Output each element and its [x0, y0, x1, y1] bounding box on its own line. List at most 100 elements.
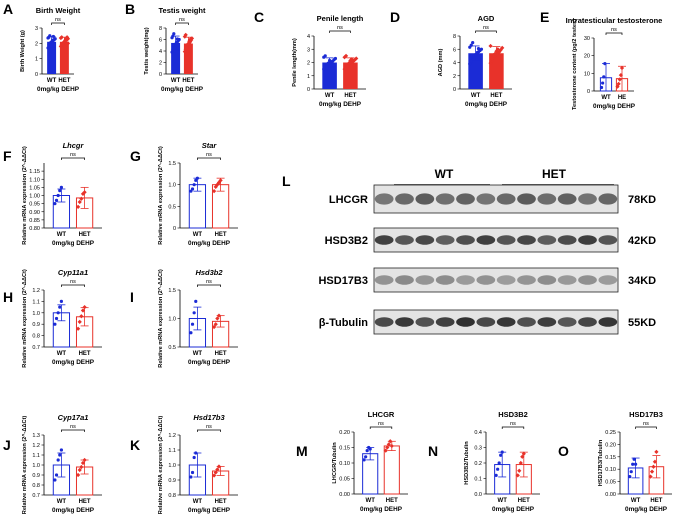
data-point-het — [648, 474, 653, 479]
panel-label-f: F — [3, 148, 12, 164]
data-point-wt — [494, 473, 498, 477]
protein-label: β-Tubulin — [319, 317, 369, 329]
panel-label-g: G — [130, 148, 141, 164]
blot-band — [517, 235, 536, 245]
y-axis-label: AGD (mm) — [438, 49, 444, 77]
x-category-label: HE — [618, 95, 626, 101]
significance-label: ns — [206, 279, 212, 285]
y-tick-label: 0.3 — [474, 446, 482, 452]
y-tick-label: 0.80 — [29, 226, 40, 232]
y-tick-label: 0 — [307, 87, 310, 93]
data-point-wt — [58, 305, 62, 309]
panel-c: C Penile length 0 1 2 3 4 Penile length(mm) WT HE… — [254, 9, 366, 108]
x-category-label: HET — [79, 351, 91, 357]
y-tick-label: 4 — [453, 61, 456, 67]
data-point-wt — [190, 187, 195, 191]
data-point-het — [77, 319, 82, 325]
x-category-label: HET — [518, 498, 530, 504]
blot-band — [374, 235, 394, 245]
data-point-wt — [59, 299, 64, 303]
data-point-wt — [192, 311, 196, 315]
data-point-wt — [599, 85, 604, 90]
data-point-het — [517, 468, 522, 473]
x-axis-label: 0mg/kg DEHP — [360, 506, 403, 513]
y-tick-label: 1.0 — [32, 311, 40, 317]
x-category-label: WT — [366, 498, 376, 504]
x-category-label: HET — [215, 232, 227, 238]
y-tick-label: 0.4 — [474, 430, 482, 436]
x-axis-label: 0mg/kg DEHP — [52, 359, 95, 366]
data-point-wt — [365, 449, 369, 453]
data-point-wt — [497, 461, 501, 465]
y-tick-label: 1.1 — [32, 453, 40, 459]
data-point-het — [211, 324, 217, 330]
x-axis-label: 0mg/kg DEHP — [52, 240, 95, 247]
data-point-wt — [322, 67, 326, 71]
y-tick-label: 0.20 — [339, 430, 350, 436]
data-point-wt — [469, 59, 473, 63]
panel-label-c: C — [254, 9, 264, 25]
significance-bracket — [501, 426, 525, 429]
significance-label: ns — [510, 421, 516, 427]
y-tick-label: 8 — [453, 34, 456, 40]
data-point-wt — [172, 32, 176, 36]
significance-bracket — [197, 429, 221, 432]
blot-band — [435, 235, 455, 245]
blot-band — [415, 275, 435, 285]
data-point-het — [385, 445, 390, 450]
data-point-het — [79, 314, 84, 319]
bar-het — [59, 41, 69, 74]
y-tick-label: 0.15 — [339, 446, 350, 452]
panel-label-b: B — [125, 1, 135, 17]
data-point-het — [515, 473, 520, 478]
panel-h: H Cyp11a1 0.7 0.8 0.9 1.0 1.1 1.2 Relative mRNA … — [3, 268, 102, 368]
chart-title: Cyp17a1 — [58, 413, 89, 422]
y-tick-label: 0.7 — [32, 345, 40, 351]
x-axis-label: 0mg/kg DEHP — [188, 240, 231, 247]
blot-band — [456, 275, 475, 285]
x-category-label: HET — [490, 93, 502, 99]
y-tick-label: 2 — [159, 61, 162, 67]
blot-strip — [373, 184, 619, 214]
chart-title: Hsd3b2 — [195, 268, 223, 277]
panel-label-i: I — [130, 289, 134, 305]
panel-label-o: O — [558, 443, 569, 459]
chart-title: LHCGR — [368, 410, 395, 419]
y-tick-label: 4 — [159, 49, 162, 55]
data-point-wt — [53, 322, 57, 326]
y-axis-label: HSD3B2/Tubulin — [464, 441, 470, 485]
data-point-wt — [323, 54, 327, 58]
data-point-het — [386, 442, 391, 447]
y-tick-label: 0.7 — [32, 493, 40, 499]
y-tick-label: 2 — [307, 61, 310, 67]
panel-a: A Birth Weight 0 1 2 3 Birth Weight (g) WT HET ns… — [3, 1, 81, 93]
data-point-wt — [632, 457, 636, 461]
panel-label-h: H — [3, 289, 13, 305]
data-point-het — [216, 464, 222, 469]
panel-label-a: A — [3, 1, 13, 17]
significance-bracket — [197, 157, 221, 160]
y-tick-label: 30 — [584, 36, 590, 42]
data-point-wt — [56, 458, 60, 462]
blot-band — [435, 275, 455, 285]
y-tick-label: 0.00 — [339, 492, 350, 498]
significance-bracket — [61, 157, 85, 160]
data-point-wt — [175, 37, 179, 41]
x-axis-label: 0mg/kg DEHP — [52, 507, 95, 514]
data-point-wt — [56, 311, 60, 315]
y-tick-label: 1.2 — [32, 443, 40, 449]
blot-band — [456, 235, 475, 245]
panel-label-e: E — [540, 9, 549, 25]
data-point-het — [388, 439, 393, 444]
x-category-label: WT — [193, 232, 203, 238]
data-point-wt — [59, 448, 64, 452]
data-point-het — [213, 470, 218, 475]
data-point-wt — [362, 458, 366, 462]
y-tick-label: 0.2 — [474, 461, 482, 467]
x-category-label: HET — [650, 498, 662, 504]
y-axis-label: Birth Weight (g) — [20, 30, 26, 72]
blot-band — [395, 275, 414, 285]
data-point-wt — [189, 331, 193, 335]
chart-title: Star — [202, 141, 218, 150]
